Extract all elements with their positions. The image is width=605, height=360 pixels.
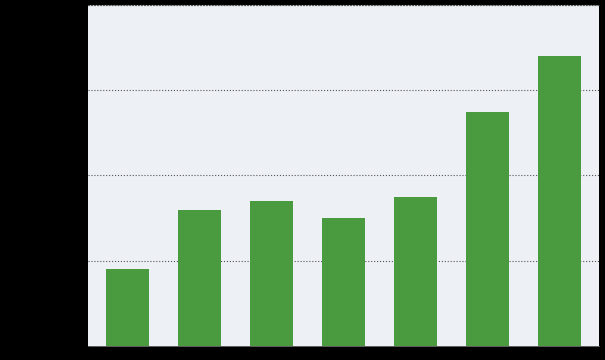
Bar [466,112,509,346]
Bar [322,218,365,346]
Bar [106,269,149,346]
Bar [538,57,581,346]
Bar [178,210,221,346]
Bar [394,197,437,346]
Bar [250,201,293,346]
